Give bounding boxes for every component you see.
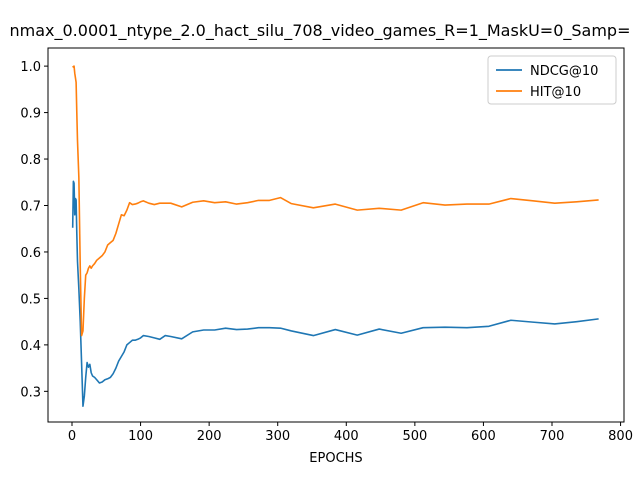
x-tick-label: 100 — [128, 429, 153, 444]
legend-box — [487, 55, 617, 105]
y-tick-label: 0.7 — [20, 199, 41, 214]
y-axis-ticks: 0.3 0.4 0.5 0.6 0.7 0.8 0.9 1.0 — [20, 60, 48, 400]
y-tick-label: 0.9 — [20, 107, 41, 122]
x-tick-label: 600 — [471, 429, 496, 444]
x-axis-label: EPOCHS — [309, 451, 362, 466]
x-tick-label: 700 — [540, 429, 565, 444]
series-layer — [71, 65, 599, 408]
legend-label: HIT@10 — [530, 85, 581, 100]
legend-label: NDCG@10 — [530, 64, 598, 79]
plot-frame — [47, 47, 625, 423]
legend: NDCG@10 HIT@10 — [487, 55, 617, 105]
x-tick-label: 200 — [197, 429, 222, 444]
y-tick-label: 1.0 — [20, 60, 41, 75]
chart-title: nmax_0.0001_ntype_2.0_hact_silu_708_vide… — [10, 21, 631, 41]
x-axis-ticks: 0 100 200 300 400 500 600 700 800 — [68, 422, 633, 444]
series-line-hit-10 — [72, 65, 599, 337]
y-tick-label: 0.6 — [20, 246, 41, 261]
y-tick-label: 0.4 — [20, 339, 41, 354]
x-tick-label: 500 — [402, 429, 427, 444]
y-tick-label: 0.8 — [20, 153, 41, 168]
y-tick-label: 0.5 — [20, 292, 41, 307]
x-tick-label: 400 — [334, 429, 359, 444]
x-tick-label: 300 — [265, 429, 290, 444]
x-tick-label: 800 — [608, 429, 633, 444]
y-tick-label: 0.3 — [20, 385, 41, 400]
series-line-ndcg-10 — [71, 180, 599, 408]
x-tick-label: 0 — [68, 429, 76, 444]
